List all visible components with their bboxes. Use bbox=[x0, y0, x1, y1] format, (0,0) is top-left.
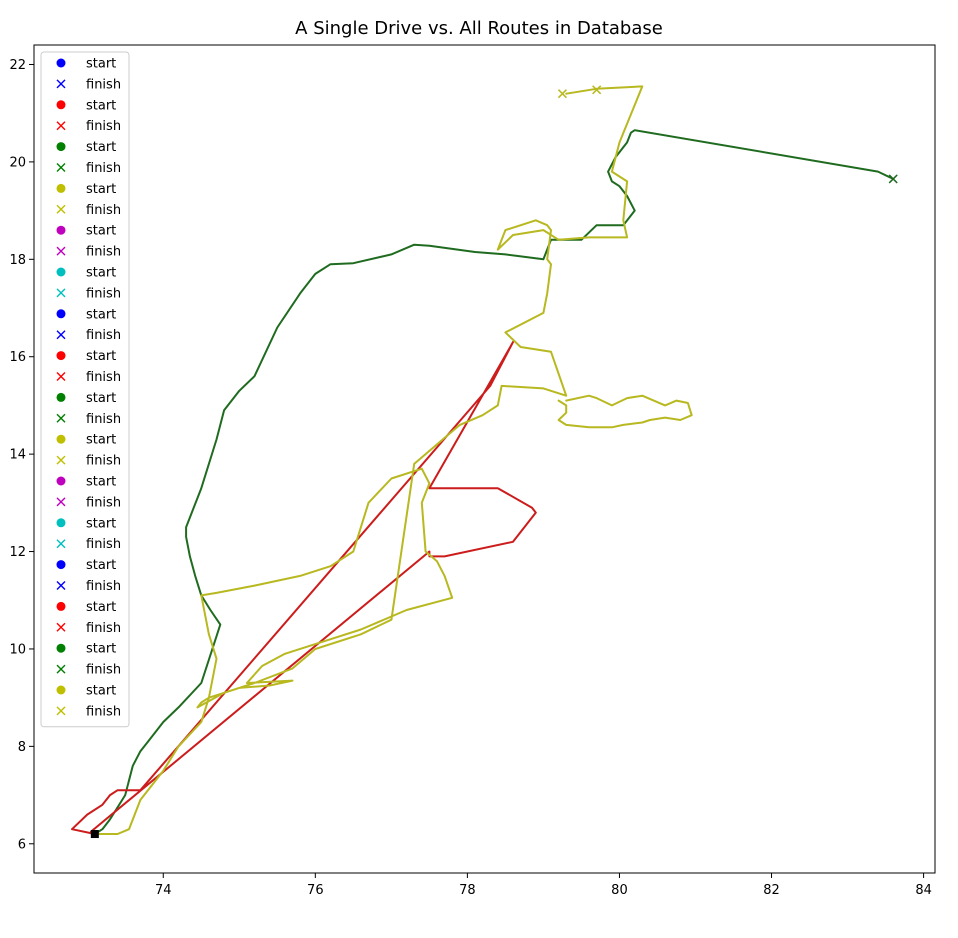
y-tick-label: 18 bbox=[9, 253, 26, 268]
legend-start-marker bbox=[56, 225, 66, 235]
legend: start finish start finish start finish start fi… bbox=[40, 51, 130, 728]
x-tick-label: 80 bbox=[611, 883, 628, 898]
route-line bbox=[93, 85, 644, 835]
legend-start-marker bbox=[56, 142, 66, 152]
legend-finish-marker bbox=[56, 581, 66, 590]
legend-label: start bbox=[86, 307, 116, 322]
legend-finish-marker bbox=[56, 288, 66, 298]
legend-finish-marker bbox=[56, 664, 66, 674]
legend-start-marker bbox=[56, 58, 66, 68]
route-line bbox=[71, 341, 537, 835]
legend-label: start bbox=[86, 349, 116, 364]
finish-marker bbox=[557, 89, 567, 99]
legend-label: finish bbox=[86, 77, 121, 92]
legend-finish-marker bbox=[56, 622, 66, 632]
y-tick-label: 22 bbox=[9, 58, 26, 73]
legend-label: finish bbox=[86, 412, 121, 427]
legend-label: start bbox=[86, 433, 116, 448]
legend-finish-marker bbox=[56, 413, 66, 423]
drive-start-marker bbox=[90, 830, 99, 839]
legend-finish-marker bbox=[56, 706, 66, 716]
x-tick-label: 78 bbox=[459, 883, 476, 898]
legend-finish-marker bbox=[56, 497, 66, 507]
legend-start-marker bbox=[56, 560, 66, 570]
legend-start-marker bbox=[56, 434, 66, 444]
legend-start-marker bbox=[56, 476, 66, 486]
legend-start-marker bbox=[56, 518, 66, 528]
legend-label: finish bbox=[86, 328, 121, 343]
plot-area-border bbox=[33, 44, 936, 874]
legend-label: start bbox=[86, 600, 116, 615]
legend-label: start bbox=[86, 558, 116, 573]
legend-label: start bbox=[86, 684, 116, 699]
legend-finish-marker bbox=[56, 372, 66, 381]
legend-label: start bbox=[86, 266, 116, 281]
legend-finish-marker bbox=[56, 455, 66, 465]
y-tick-label: 6 bbox=[18, 837, 26, 852]
legend-start-marker bbox=[56, 601, 66, 611]
legend-label: finish bbox=[86, 495, 121, 510]
legend-label: start bbox=[86, 391, 116, 406]
series-layer bbox=[71, 85, 895, 835]
legend-label: finish bbox=[86, 370, 121, 385]
legend-start-marker bbox=[56, 267, 66, 277]
legend-finish-marker bbox=[56, 163, 66, 172]
legend-label: finish bbox=[86, 161, 121, 176]
legend-finish-marker bbox=[56, 204, 66, 214]
legend-label: start bbox=[86, 516, 116, 531]
legend-start-marker bbox=[56, 183, 66, 193]
legend-label: finish bbox=[86, 663, 121, 678]
legend-label: finish bbox=[86, 621, 121, 636]
legend-box bbox=[40, 51, 130, 728]
x-tick-label: 76 bbox=[307, 883, 324, 898]
y-tick-label: 16 bbox=[9, 350, 26, 365]
legend-start-marker bbox=[56, 643, 66, 653]
legend-label: finish bbox=[86, 245, 121, 260]
legend-label: start bbox=[86, 57, 116, 72]
legend-label: start bbox=[86, 140, 116, 155]
legend-label: finish bbox=[86, 119, 121, 134]
legend-label: finish bbox=[86, 704, 121, 719]
legend-finish-marker bbox=[56, 330, 66, 340]
legend-label: start bbox=[86, 182, 116, 197]
y-tick-label: 20 bbox=[9, 155, 26, 170]
legend-finish-marker bbox=[56, 539, 66, 549]
y-tick-label: 12 bbox=[9, 545, 26, 560]
legend-label: finish bbox=[86, 454, 121, 469]
legend-start-marker bbox=[56, 392, 66, 402]
y-tick-label: 8 bbox=[18, 740, 26, 755]
ticks-layer: 74 76 78 80 82 84 6 8 10 12 14 16 18 20 22 bbox=[9, 58, 931, 898]
legend-label: finish bbox=[86, 579, 121, 594]
finish-marker bbox=[888, 174, 898, 184]
finish-marker bbox=[592, 85, 602, 95]
legend-finish-marker bbox=[56, 121, 66, 131]
legend-label: finish bbox=[86, 203, 121, 218]
y-tick-label: 14 bbox=[9, 448, 26, 463]
legend-label: start bbox=[86, 224, 116, 239]
legend-label: start bbox=[86, 475, 116, 490]
legend-label: start bbox=[86, 642, 116, 657]
legend-finish-marker bbox=[56, 246, 66, 256]
legend-start-marker bbox=[56, 100, 66, 110]
axes-frame bbox=[33, 44, 936, 874]
legend-start-marker bbox=[56, 309, 66, 319]
legend-label: finish bbox=[86, 537, 121, 552]
chart-title: A Single Drive vs. All Routes in Databas… bbox=[295, 18, 663, 39]
legend-start-marker bbox=[56, 685, 66, 695]
legend-label: start bbox=[86, 98, 116, 113]
legend-start-marker bbox=[56, 351, 66, 361]
route-line bbox=[93, 129, 895, 835]
route-line bbox=[557, 394, 693, 429]
legend-label: finish bbox=[86, 286, 121, 301]
legend-finish-marker bbox=[56, 79, 66, 89]
points-layer bbox=[90, 85, 898, 839]
y-tick-label: 10 bbox=[9, 642, 26, 657]
x-tick-label: 84 bbox=[915, 883, 932, 898]
x-tick-label: 74 bbox=[155, 883, 172, 898]
x-tick-label: 82 bbox=[763, 883, 780, 898]
